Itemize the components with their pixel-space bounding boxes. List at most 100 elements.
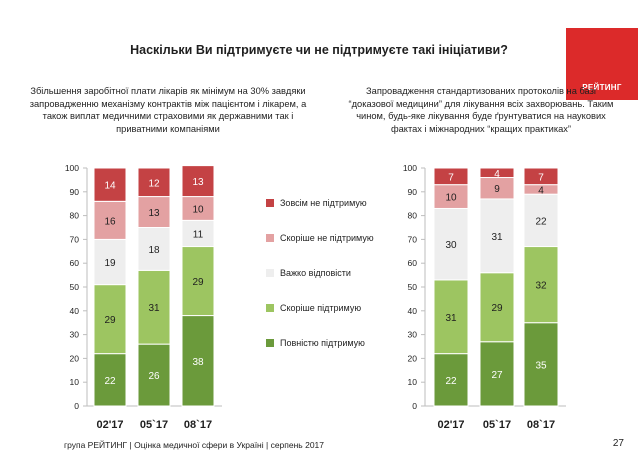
left-data-label: 13 [192, 177, 204, 188]
left-data-label: 11 [193, 229, 204, 240]
right-data-label: 4 [494, 169, 500, 180]
left-y-tick-label: 30 [70, 330, 80, 340]
left-bar-segment [93, 200, 127, 240]
legend-label: Повністю підтримую [280, 338, 365, 348]
brand-logo-text: РЕЙТИНГ [582, 83, 622, 92]
left-data-label: 13 [148, 208, 160, 219]
left-data-label: 26 [148, 371, 160, 382]
right-data-label: 7 [538, 172, 544, 183]
right-data-label: 4 [538, 185, 544, 196]
page-title: Наскільки Ви підтримуєте чи не підтримує… [130, 43, 508, 57]
left-bar-segment [137, 343, 171, 407]
legend-item: Важко відповісти [266, 268, 351, 278]
legend-item: Скоріше не підтримую [266, 233, 374, 243]
legend-swatch [266, 304, 274, 312]
legend-swatch [266, 199, 274, 207]
right-category-label: 02'17 [437, 419, 464, 431]
right-data-label: 31 [445, 313, 457, 324]
left-data-label: 14 [104, 181, 116, 192]
right-bar-segment [433, 353, 469, 407]
right-bar-segment [479, 198, 515, 274]
right-y-tick-label: 90 [408, 187, 418, 197]
right-y-tick-label: 80 [408, 211, 418, 221]
legend-swatch [266, 339, 274, 347]
page-number: 27 [612, 438, 624, 449]
legend-label: Скоріше не підтримую [280, 233, 374, 243]
right-bar-segment [433, 207, 469, 281]
left-y-tick-label: 50 [70, 282, 80, 292]
left-data-label: 18 [148, 245, 160, 256]
right-chart-subtitle: Запровадження стандартизованих протоколі… [348, 86, 614, 134]
footer-text: група РЕЙТИНГ | Оцінка медичної сфери в … [64, 440, 324, 450]
right-data-label: 32 [535, 281, 547, 292]
right-data-label: 22 [535, 216, 547, 227]
left-y-tick-label: 80 [70, 211, 80, 221]
right-category-label: 05`17 [483, 419, 511, 431]
legend-item: Зовсім не підтримую [266, 198, 367, 208]
left-data-label: 10 [192, 204, 204, 215]
left-y-tick-label: 20 [70, 353, 80, 363]
left-data-label: 29 [192, 277, 204, 288]
left-data-label: 38 [192, 357, 204, 368]
right-data-label: 7 [448, 172, 454, 183]
left-y-tick-label: 70 [70, 234, 80, 244]
left-bar-segment [93, 167, 127, 202]
right-y-tick-label: 20 [408, 353, 418, 363]
right-bar-segment [523, 167, 559, 186]
left-y-tick-label: 0 [74, 401, 79, 411]
left-bar-segment [181, 165, 215, 198]
right-y-tick-label: 60 [408, 258, 418, 268]
brand-logo: РЕЙТИНГ [566, 28, 638, 100]
left-category-label: 02'17 [96, 419, 123, 431]
left-data-label: 12 [148, 178, 160, 189]
left-data-label: 29 [104, 315, 116, 326]
right-data-label: 27 [491, 370, 503, 381]
legend-swatch [266, 234, 274, 242]
right-bar-segment [479, 272, 515, 343]
right-data-label: 29 [491, 303, 503, 314]
right-y-tick-label: 50 [408, 282, 418, 292]
legend-label: Зовсім не підтримую [280, 198, 367, 208]
right-y-tick-label: 0 [412, 401, 417, 411]
right-bar-segment [523, 193, 559, 248]
right-y-tick-label: 40 [408, 306, 418, 316]
left-bar-segment [181, 219, 215, 248]
left-y-tick-label: 100 [65, 163, 79, 173]
left-bar-segment [137, 167, 171, 198]
right-y-tick-label: 100 [403, 163, 417, 173]
right-bar-segment [479, 341, 515, 407]
left-data-label: 16 [104, 216, 116, 227]
left-y-tick-label: 10 [70, 377, 80, 387]
right-bar-segment [479, 167, 515, 179]
right-data-label: 30 [445, 240, 457, 251]
left-category-label: 08`17 [184, 419, 212, 431]
right-y-tick-label: 30 [408, 330, 418, 340]
legend-label: Важко відповісти [280, 268, 351, 278]
right-data-label: 9 [494, 184, 500, 195]
right-bar-segment [433, 279, 469, 355]
legend-item: Повністю підтримую [266, 338, 365, 348]
right-data-label: 35 [535, 360, 547, 371]
legend-label: Скоріше підтримую [280, 303, 362, 313]
right-data-label: 22 [445, 376, 457, 387]
left-y-tick-label: 60 [70, 258, 80, 268]
left-bar-segment [137, 196, 171, 228]
right-category-label: 08`17 [527, 419, 555, 431]
left-bar-segment [181, 315, 215, 407]
legend-item: Скоріше підтримую [266, 303, 361, 313]
left-bar-segment [137, 227, 171, 271]
left-bar-segment [93, 238, 127, 286]
left-y-tick-label: 90 [70, 187, 80, 197]
right-data-label: 31 [491, 232, 503, 243]
left-data-label: 31 [148, 303, 160, 314]
right-y-tick-label: 10 [408, 377, 418, 387]
left-chart-subtitle: Збільшення заробітної плати лікарів як м… [29, 86, 307, 134]
left-data-label: 19 [104, 258, 116, 269]
right-bar-segment [433, 167, 469, 186]
legend-swatch [266, 269, 274, 277]
left-y-tick-label: 40 [70, 306, 80, 316]
left-category-label: 05`17 [140, 419, 168, 431]
left-data-label: 22 [104, 376, 116, 387]
right-data-label: 10 [445, 193, 457, 204]
